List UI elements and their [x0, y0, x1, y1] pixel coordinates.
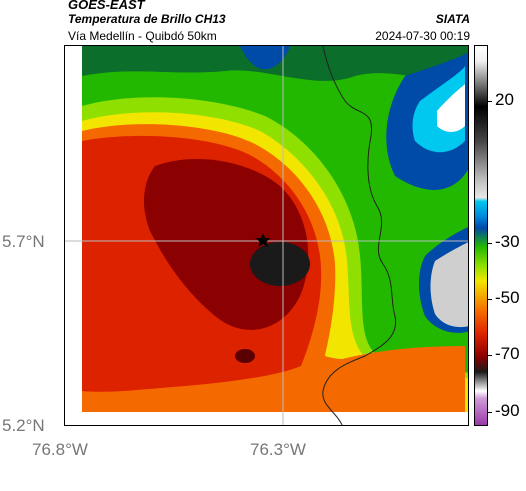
colorbar	[474, 45, 488, 426]
boundary-line	[322, 46, 397, 425]
header-datetime: 2024-07-30 00:19	[375, 29, 470, 43]
header-agency: SIATA	[435, 12, 470, 26]
lat-label-5-2: 5.2°N	[2, 416, 45, 435]
colorbar-tick	[488, 242, 492, 244]
lat-label-5-7: 5.7°N	[2, 232, 45, 251]
colorbar-tick	[488, 299, 492, 300]
star-icon	[255, 233, 271, 247]
mid-east-gray-cloud	[430, 242, 468, 328]
lon-label-76-8: 76.8°W	[32, 440, 88, 459]
secondary-cold-spot	[235, 349, 255, 363]
colorbar-label: -50	[495, 288, 520, 307]
colorbar-tick	[488, 355, 492, 357]
southeast-orange-band	[318, 346, 465, 412]
header-source: GOES-EAST	[68, 0, 145, 12]
colorbar-label: 20	[495, 90, 514, 110]
colorbar-label: -70	[495, 344, 520, 364]
header-product: Temperatura de Brillo CH13	[68, 12, 226, 26]
colorbar-tick	[488, 411, 492, 413]
colorbar-label: -90	[495, 400, 520, 420]
colorbar-tick	[488, 101, 492, 103]
lon-label-76-3: 76.3°W	[250, 440, 306, 459]
temperature-map	[65, 46, 468, 425]
no-data-margin-left	[65, 46, 82, 425]
header-route: Vía Medellín - Quibdó 50km	[68, 29, 217, 43]
east-white-patch	[437, 84, 465, 132]
coldest-spot	[250, 242, 310, 286]
colorbar-label: -30	[495, 231, 520, 251]
dark-red-center	[143, 158, 309, 330]
top-blue-patch	[240, 46, 290, 70]
map-panel[interactable]	[64, 45, 469, 426]
no-data-margin-bottom	[65, 412, 468, 425]
